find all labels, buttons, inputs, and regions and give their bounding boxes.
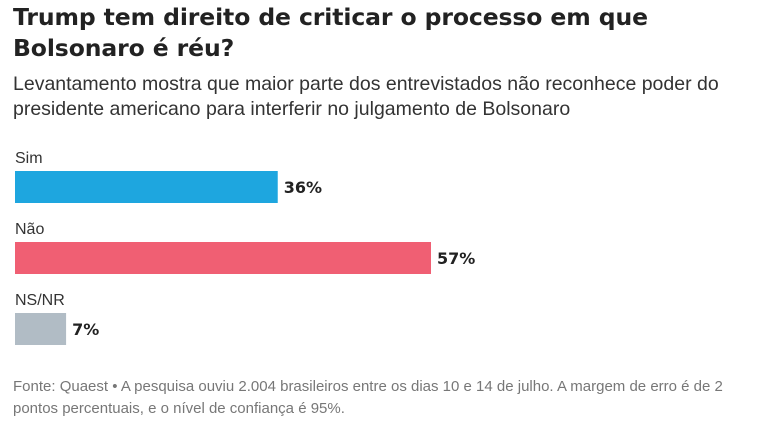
category-label-ns-nr: NS/NR (15, 292, 65, 309)
category-label-nao: Não (15, 221, 44, 238)
source-note: Fonte: Quaest • A pesquisa ouviu 2.004 b… (13, 378, 723, 417)
bar-ns-nr (15, 313, 67, 345)
value-label-nao: 57% (437, 249, 475, 268)
bars-group: Sim 36% Não 57% NS/NR 7% (15, 150, 475, 345)
category-label-sim: Sim (15, 150, 43, 167)
bar-sim (15, 171, 278, 203)
chart-title: Trump tem direito de criticar o processo… (13, 3, 648, 62)
chart-subtitle: Levantamento mostra que maior parte dos … (13, 73, 719, 120)
bar-chart: Sim 36% Não 57% NS/NR 7% (15, 150, 475, 345)
value-label-sim: 36% (284, 178, 322, 197)
value-label-ns-nr: 7% (72, 320, 99, 339)
bar-nao (15, 242, 431, 274)
